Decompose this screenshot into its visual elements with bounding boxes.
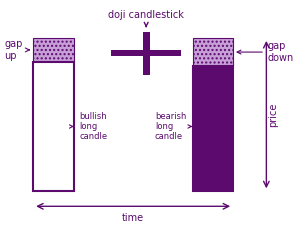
- Text: gap
up: gap up: [4, 39, 29, 61]
- Bar: [142, 32, 150, 75]
- Bar: [33, 38, 74, 62]
- Text: gap
down: gap down: [237, 41, 294, 63]
- Bar: [33, 62, 74, 191]
- Text: bearish
long
candle: bearish long candle: [155, 112, 192, 141]
- Bar: [193, 38, 233, 66]
- Text: price: price: [268, 102, 279, 127]
- Text: time: time: [122, 213, 144, 223]
- Bar: [193, 66, 233, 191]
- Bar: [111, 50, 181, 56]
- Text: bullish
long
candle: bullish long candle: [69, 112, 108, 141]
- Text: doji candlestick: doji candlestick: [108, 10, 184, 26]
